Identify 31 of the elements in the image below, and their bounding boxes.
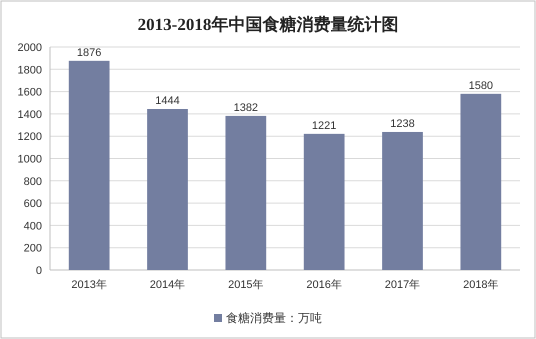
legend-label: 食糖消费量：万吨 xyxy=(226,311,322,325)
data-label: 1580 xyxy=(468,80,494,92)
x-tick-label: 2014年 xyxy=(150,279,186,291)
bar xyxy=(460,94,502,270)
x-tick-label: 2017年 xyxy=(384,279,420,291)
x-tick-label: 2018年 xyxy=(463,279,499,291)
x-tick-label: 2013年 xyxy=(71,279,107,291)
y-tick-label: 1800 xyxy=(18,64,42,76)
y-tick-label: 2000 xyxy=(18,42,42,54)
data-label: 1444 xyxy=(155,94,180,107)
data-label: 1382 xyxy=(234,102,258,114)
data-label: 1221 xyxy=(312,120,336,132)
data-label: 1876 xyxy=(76,46,102,59)
bar xyxy=(147,108,188,270)
y-tick-label: 1600 xyxy=(18,86,42,99)
bar xyxy=(304,134,345,270)
y-tick-label: 1400 xyxy=(18,108,42,121)
bar xyxy=(68,60,110,270)
x-tick-label: 2015年 xyxy=(228,279,264,291)
data-label: 1238 xyxy=(390,118,415,130)
x-tick-label: 2016年 xyxy=(306,279,342,291)
bar xyxy=(225,116,266,270)
y-tick-label: 800 xyxy=(24,176,42,188)
y-tick-label: 400 xyxy=(24,220,42,232)
y-tick-label: 0 xyxy=(36,265,42,277)
y-tick-label: 1200 xyxy=(18,131,42,144)
y-tick-label: 200 xyxy=(24,242,42,255)
bar xyxy=(382,132,423,270)
y-tick-label: 1000 xyxy=(18,154,42,166)
y-tick-label: 600 xyxy=(24,198,42,210)
chart-title: 2013-2018年中国食糖消费量统计图 xyxy=(138,15,398,34)
